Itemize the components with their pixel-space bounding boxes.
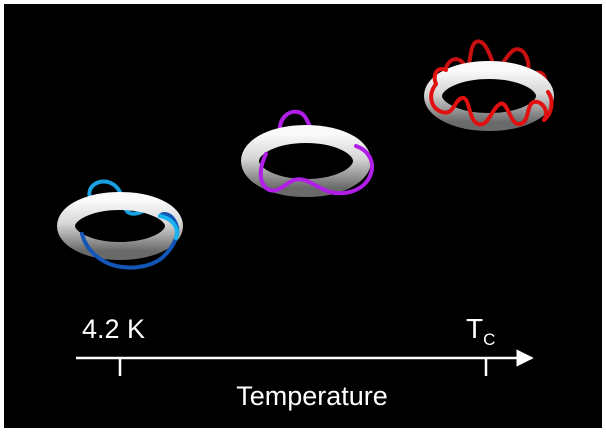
diagram: 4.2 K TC Temperature	[4, 4, 602, 428]
label-tc: TC	[466, 313, 495, 349]
label-4-2-k: 4.2 K	[82, 314, 145, 344]
torus-high-temperature	[431, 41, 551, 124]
temperature-axis: 4.2 K TC Temperature	[76, 313, 532, 411]
torus-low	[66, 201, 174, 251]
figure-canvas: 4.2 K TC Temperature	[4, 4, 602, 428]
label-tc-sub: C	[483, 330, 495, 349]
torus-mid-temperature	[250, 112, 372, 193]
label-tc-main: T	[466, 313, 483, 344]
axis-title: Temperature	[236, 381, 388, 411]
torus-low-temperature	[66, 181, 177, 267]
